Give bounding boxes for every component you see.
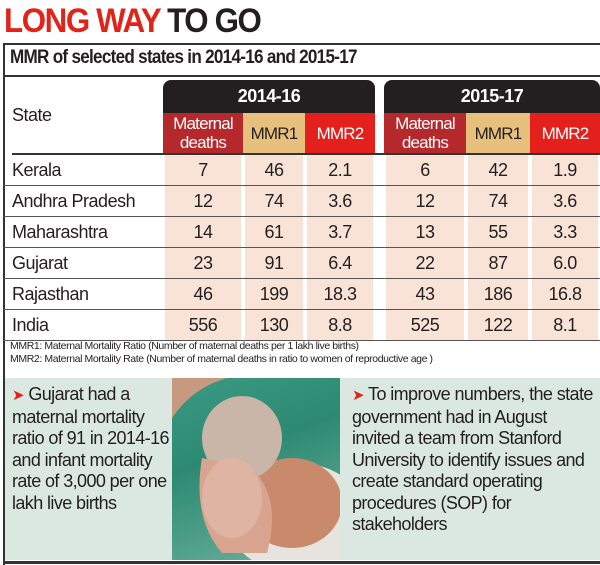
footnotes: MMR1: Maternal Mortality Ratio (Number o… bbox=[10, 340, 433, 366]
state-name: Kerala bbox=[12, 160, 62, 180]
title-red-part: LONG WAY bbox=[4, 2, 161, 40]
data-cell: 3.3 bbox=[532, 217, 598, 247]
col-mmr1-1: MMR1 bbox=[243, 113, 305, 153]
data-cell: 91 bbox=[245, 248, 303, 278]
state-name: Maharashtra bbox=[12, 222, 108, 242]
table-row: Maharashtra 14 61 3.7 13 55 3.3 bbox=[3, 217, 600, 248]
data-cell: 14 bbox=[165, 217, 241, 247]
data-cell: 3.6 bbox=[307, 186, 373, 216]
data-cell: 16.8 bbox=[532, 279, 598, 309]
data-cell: 42 bbox=[468, 155, 528, 185]
data-cell: 61 bbox=[245, 217, 303, 247]
table-frame bbox=[3, 43, 600, 565]
data-cell: 12 bbox=[386, 186, 464, 216]
data-cell: 2.1 bbox=[307, 155, 373, 185]
data-cell: 7 bbox=[165, 155, 241, 185]
footnote-mmr1: MMR1: Maternal Mortality Ratio (Number o… bbox=[10, 340, 359, 352]
bullet-text: To improve numbers, the state government… bbox=[352, 384, 593, 534]
data-cell: 3.6 bbox=[532, 186, 598, 216]
col-mmr2-1: MMR2 bbox=[305, 113, 375, 153]
header-divider bbox=[12, 153, 600, 155]
state-column-header: State bbox=[12, 105, 52, 125]
period-header-2: 2015-17 bbox=[384, 80, 600, 113]
state-name: Andhra Pradesh bbox=[12, 191, 136, 211]
col-maternal-deaths-2: Maternal deaths bbox=[384, 113, 466, 153]
data-cell: 3.7 bbox=[307, 217, 373, 247]
bullet-text-2: ➤ To improve numbers, the state governme… bbox=[352, 384, 597, 536]
data-cell: 186 bbox=[468, 279, 528, 309]
red-arrow-icon: ➤ bbox=[352, 387, 365, 404]
data-cell: 130 bbox=[245, 310, 303, 340]
table-row: Gujarat 23 91 6.4 22 87 6.0 bbox=[3, 248, 600, 279]
table-row: Rajasthan 46 199 18.3 43 186 16.8 bbox=[3, 279, 600, 310]
data-cell: 122 bbox=[468, 310, 528, 340]
data-cell: 74 bbox=[468, 186, 528, 216]
col-maternal-deaths-1: Maternal deaths bbox=[163, 113, 243, 153]
data-cell: 6 bbox=[386, 155, 464, 185]
mother-newborn-photo bbox=[172, 378, 340, 560]
table-subtitle: MMR of selected states in 2014-16 and 20… bbox=[10, 47, 358, 68]
data-cell: 46 bbox=[165, 279, 241, 309]
divider bbox=[3, 75, 600, 77]
bottom-rule bbox=[3, 561, 600, 564]
col-mmr2-2: MMR2 bbox=[530, 113, 600, 153]
headline-title: LONG WAY TO GO bbox=[4, 2, 262, 41]
state-name: Gujarat bbox=[12, 253, 68, 273]
state-name: Rajasthan bbox=[12, 284, 89, 304]
data-cell: 55 bbox=[468, 217, 528, 247]
title-black-part: TO GO bbox=[167, 2, 262, 40]
data-cell: 74 bbox=[245, 186, 303, 216]
data-cell: 12 bbox=[165, 186, 241, 216]
period-header-1: 2014-16 bbox=[163, 80, 375, 113]
data-cell: 199 bbox=[245, 279, 303, 309]
red-arrow-icon: ➤ bbox=[12, 387, 25, 404]
bullet-text: Gujarat had a maternal mortality ratio o… bbox=[12, 384, 170, 513]
data-cell: 46 bbox=[245, 155, 303, 185]
data-cell: 6.0 bbox=[532, 248, 598, 278]
data-cell: 18.3 bbox=[307, 279, 373, 309]
col-mmr1-2: MMR1 bbox=[466, 113, 530, 153]
data-cell: 43 bbox=[386, 279, 464, 309]
state-name: India bbox=[12, 315, 49, 335]
data-cell: 556 bbox=[165, 310, 241, 340]
data-cell: 23 bbox=[165, 248, 241, 278]
data-cell: 87 bbox=[468, 248, 528, 278]
data-cell: 22 bbox=[386, 248, 464, 278]
data-cell: 8.1 bbox=[532, 310, 598, 340]
data-cell: 1.9 bbox=[532, 155, 598, 185]
data-cell: 525 bbox=[386, 310, 464, 340]
footnote-mmr2: MMR2: Maternal Mortality Rate (Number of… bbox=[10, 353, 433, 365]
bullet-text-1: ➤ Gujarat had a maternal mortality ratio… bbox=[12, 384, 172, 514]
data-cell: 13 bbox=[386, 217, 464, 247]
table-row: Andhra Pradesh 12 74 3.6 12 74 3.6 bbox=[3, 186, 600, 217]
table-row: India 556 130 8.8 525 122 8.1 bbox=[3, 310, 600, 341]
data-cell: 6.4 bbox=[307, 248, 373, 278]
data-cell: 8.8 bbox=[307, 310, 373, 340]
table-row: Kerala 7 46 2.1 6 42 1.9 bbox=[3, 155, 600, 186]
